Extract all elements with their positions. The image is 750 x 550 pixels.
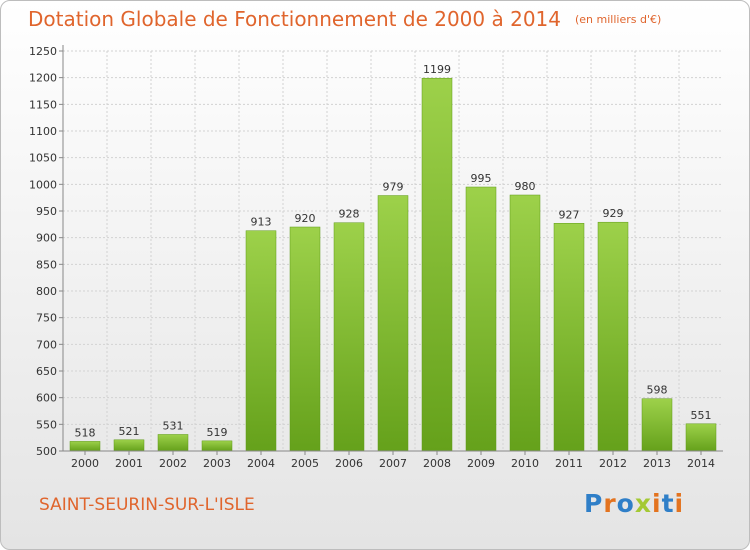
commune-name: SAINT-SEURIN-SUR-L'ISLE	[39, 495, 255, 515]
bar-2007	[377, 195, 409, 452]
x-tick-label: 2010	[511, 457, 539, 470]
y-tick-label: 1150	[29, 98, 57, 111]
logo-letter: x	[634, 489, 652, 518]
y-tick-label: 1200	[29, 72, 57, 85]
y-tick-label: 500	[36, 445, 57, 458]
y-tick-label: 650	[36, 365, 57, 378]
y-tick-label: 1250	[29, 45, 57, 58]
data-label: 598	[647, 384, 668, 397]
data-label: 920	[295, 212, 316, 225]
proxiti-logo: Proxiti	[584, 489, 684, 518]
data-label: 927	[559, 208, 580, 221]
bar-2002	[157, 434, 189, 452]
y-tick-label: 700	[36, 338, 57, 351]
y-tick-label: 750	[36, 312, 57, 325]
logo-letter: o	[616, 489, 635, 518]
y-tick-label: 600	[36, 392, 57, 405]
x-tick-label: 2011	[555, 457, 583, 470]
data-label: 913	[251, 216, 272, 229]
bar-2005	[289, 226, 321, 452]
data-label: 980	[515, 180, 536, 193]
x-tick-label: 2001	[115, 457, 143, 470]
bar-2004	[245, 230, 277, 452]
bar-2011	[553, 223, 585, 452]
bar-2003	[201, 440, 233, 452]
data-label: 929	[603, 207, 624, 220]
bar-2009	[465, 186, 497, 452]
bar-2012	[597, 221, 629, 452]
y-tick-label: 1000	[29, 178, 57, 191]
chart-title-text: Dotation Globale de Fonctionnement de 20…	[28, 7, 561, 31]
data-label: 995	[471, 172, 492, 185]
logo-letter: r	[603, 489, 617, 518]
y-tick-label: 900	[36, 232, 57, 245]
y-tick-label: 1050	[29, 152, 57, 165]
y-tick-label: 800	[36, 285, 57, 298]
logo-letter: P	[584, 489, 604, 518]
bar-2008	[421, 77, 453, 452]
x-tick-label: 2009	[467, 457, 495, 470]
x-tick-label: 2002	[159, 457, 187, 470]
data-label: 928	[339, 208, 360, 221]
bar-2013	[641, 398, 673, 452]
data-label: 519	[207, 426, 228, 439]
data-label: 1199	[423, 63, 451, 76]
bar-2006	[333, 222, 365, 452]
data-label: 518	[75, 426, 96, 439]
x-tick-label: 2008	[423, 457, 451, 470]
data-label: 551	[691, 409, 712, 422]
bar-2001	[113, 439, 145, 452]
data-label: 979	[383, 181, 404, 194]
bar-2010	[509, 194, 541, 452]
y-tick-label: 550	[36, 418, 57, 431]
logo-letter: i	[652, 489, 662, 518]
x-tick-label: 2007	[379, 457, 407, 470]
x-tick-label: 2004	[247, 457, 275, 470]
data-label: 521	[119, 425, 140, 438]
bar-2000	[69, 441, 101, 452]
x-tick-label: 2012	[599, 457, 627, 470]
bar-2014	[685, 423, 717, 452]
data-label: 531	[163, 419, 184, 432]
y-tick-label: 950	[36, 205, 57, 218]
x-tick-label: 2005	[291, 457, 319, 470]
x-tick-label: 2014	[687, 457, 715, 470]
logo-letter: t	[661, 489, 675, 518]
chart-unit: (en milliers d'€)	[575, 13, 662, 26]
x-tick-label: 2013	[643, 457, 671, 470]
y-tick-label: 850	[36, 258, 57, 271]
chart-title: Dotation Globale de Fonctionnement de 20…	[28, 7, 661, 31]
x-tick-label: 2000	[71, 457, 99, 470]
x-tick-label: 2003	[203, 457, 231, 470]
y-tick-label: 1100	[29, 125, 57, 138]
x-tick-label: 2006	[335, 457, 363, 470]
logo-letter: i	[674, 489, 685, 518]
